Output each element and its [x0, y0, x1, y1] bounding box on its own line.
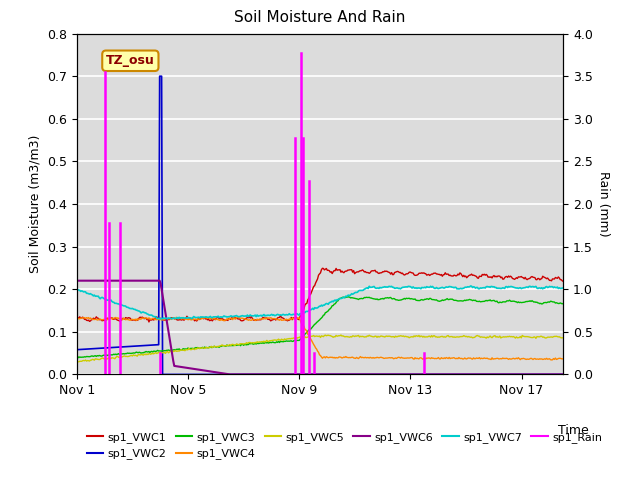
Title: Soil Moisture And Rain: Soil Moisture And Rain	[234, 11, 406, 25]
Y-axis label: Rain (mm): Rain (mm)	[596, 171, 609, 237]
Y-axis label: Soil Moisture (m3/m3): Soil Moisture (m3/m3)	[29, 135, 42, 273]
Text: Time: Time	[558, 424, 589, 437]
Legend: sp1_VWC1, sp1_VWC2, sp1_VWC3, sp1_VWC4, sp1_VWC5, sp1_VWC6, sp1_VWC7, sp1_Rain: sp1_VWC1, sp1_VWC2, sp1_VWC3, sp1_VWC4, …	[83, 428, 607, 464]
Text: TZ_osu: TZ_osu	[106, 54, 155, 67]
